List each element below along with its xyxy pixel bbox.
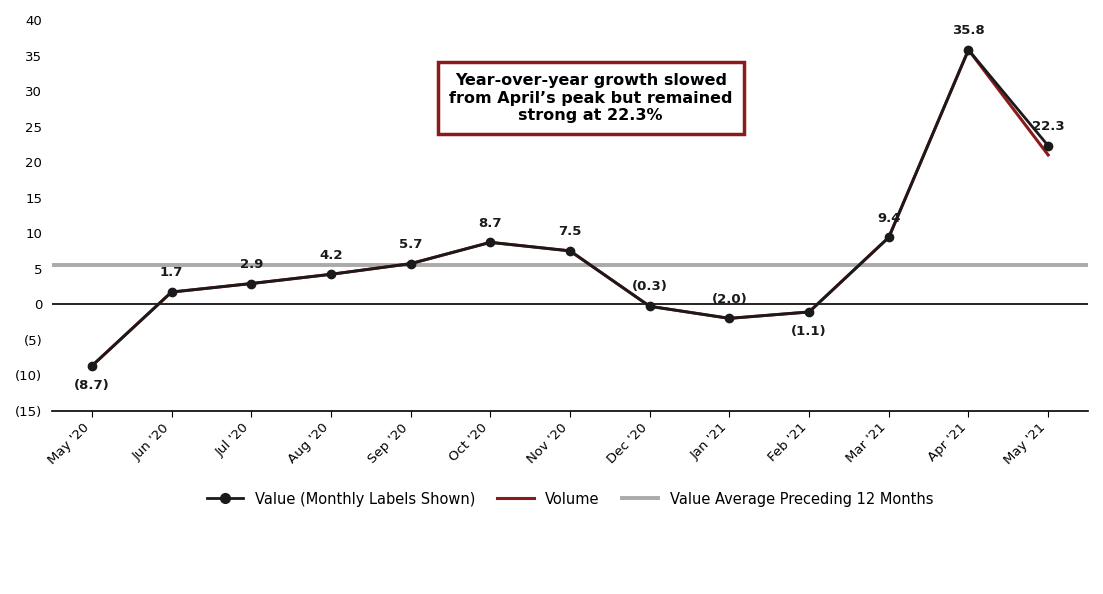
Text: (8.7): (8.7) [74, 379, 109, 391]
Text: (2.0): (2.0) [711, 293, 747, 305]
Text: 4.2: 4.2 [319, 248, 343, 261]
Text: (0.3): (0.3) [632, 280, 667, 293]
Text: 5.7: 5.7 [399, 238, 422, 251]
Text: (1.1): (1.1) [791, 325, 827, 338]
Legend: Value (Monthly Labels Shown), Volume, Value Average Preceding 12 Months: Value (Monthly Labels Shown), Volume, Va… [201, 486, 939, 513]
Text: Year-over-year growth slowed
from April’s peak but remained
strong at 22.3%: Year-over-year growth slowed from April’… [449, 73, 732, 123]
Text: 1.7: 1.7 [160, 266, 183, 279]
Text: 7.5: 7.5 [558, 225, 581, 238]
Text: 2.9: 2.9 [239, 258, 263, 271]
Text: 35.8: 35.8 [952, 24, 985, 37]
Text: 8.7: 8.7 [479, 217, 502, 229]
Text: 22.3: 22.3 [1031, 120, 1064, 133]
Text: 9.4: 9.4 [877, 211, 900, 225]
